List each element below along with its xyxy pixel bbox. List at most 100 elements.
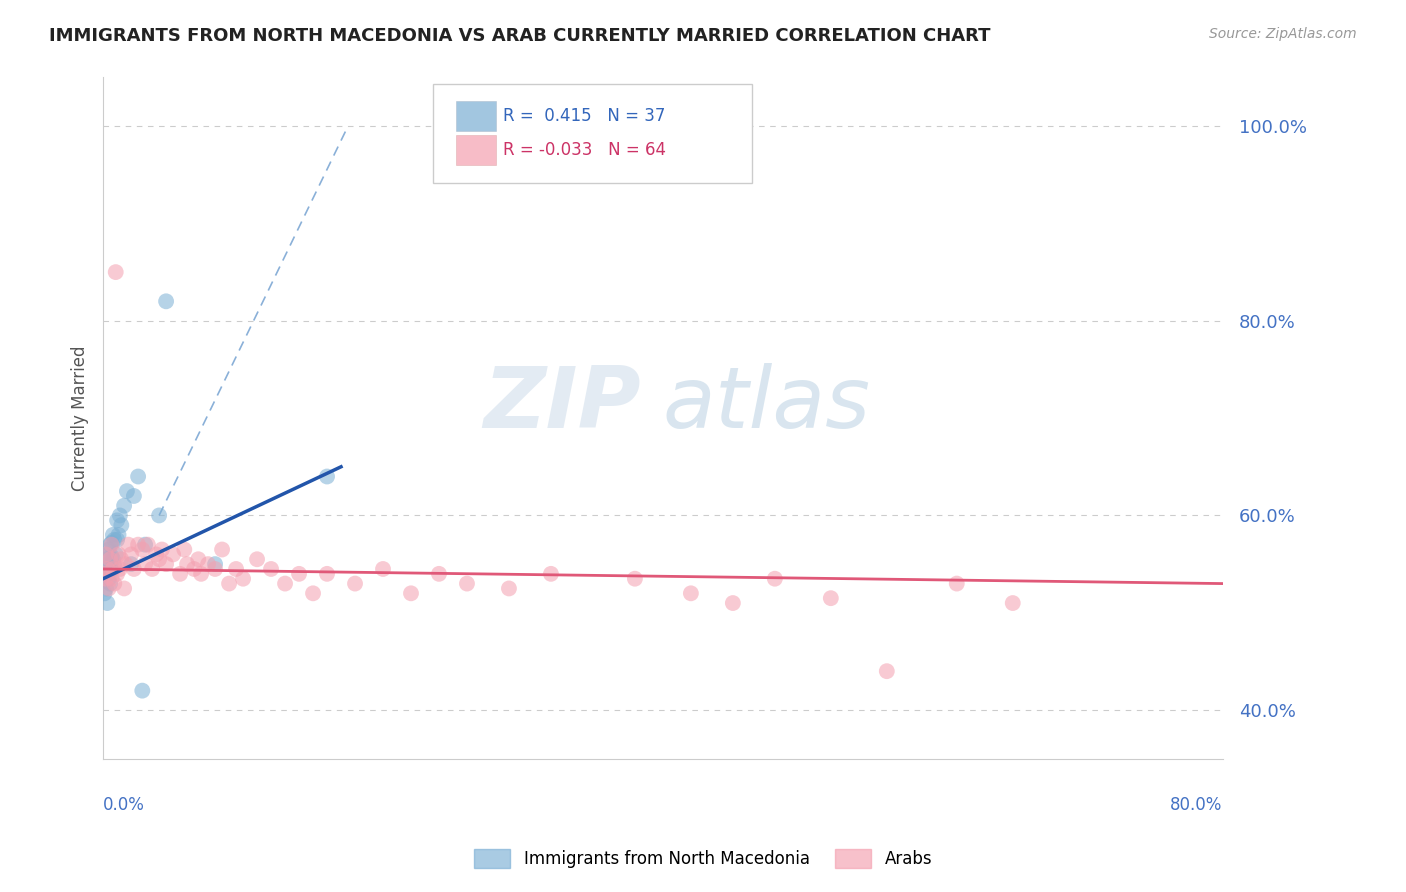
Text: IMMIGRANTS FROM NORTH MACEDONIA VS ARAB CURRENTLY MARRIED CORRELATION CHART: IMMIGRANTS FROM NORTH MACEDONIA VS ARAB …	[49, 27, 991, 45]
Point	[115, 484, 138, 499]
Point	[93, 562, 115, 576]
Point	[120, 557, 142, 571]
Point	[112, 582, 135, 596]
Point	[94, 572, 117, 586]
Point	[110, 552, 132, 566]
Point	[108, 508, 131, 523]
Point	[105, 566, 128, 581]
Point	[93, 586, 115, 600]
Point	[101, 528, 124, 542]
Point	[112, 499, 135, 513]
Point	[624, 572, 647, 586]
Point	[371, 562, 394, 576]
Point	[498, 582, 520, 596]
Point	[104, 265, 127, 279]
Point	[127, 538, 149, 552]
Point	[136, 538, 159, 552]
Point	[105, 513, 128, 527]
Point	[763, 572, 786, 586]
Point	[344, 576, 367, 591]
Legend: Immigrants from North Macedonia, Arabs: Immigrants from North Macedonia, Arabs	[467, 842, 939, 875]
Point	[100, 562, 122, 576]
Point	[169, 566, 191, 581]
Point	[97, 557, 120, 571]
Point	[100, 538, 122, 552]
Point	[155, 557, 177, 571]
Point	[127, 469, 149, 483]
Point	[97, 572, 120, 586]
Point	[94, 582, 117, 596]
Point	[225, 562, 247, 576]
Point	[232, 572, 254, 586]
Point	[456, 576, 478, 591]
Point	[107, 548, 129, 562]
Point	[107, 528, 129, 542]
Point	[190, 566, 212, 581]
Point	[134, 538, 156, 552]
Point	[183, 562, 205, 576]
Point	[101, 552, 124, 566]
Point	[100, 572, 122, 586]
Point	[148, 552, 170, 566]
Point	[150, 542, 173, 557]
Point	[582, 771, 605, 785]
Point	[197, 557, 219, 571]
Point	[94, 552, 117, 566]
Point	[288, 566, 311, 581]
Point	[820, 591, 842, 606]
Point	[145, 548, 167, 562]
Point	[173, 542, 195, 557]
Point	[134, 557, 156, 571]
Text: atlas: atlas	[662, 363, 870, 446]
Point	[204, 562, 226, 576]
Point	[316, 469, 339, 483]
Point	[260, 562, 283, 576]
Point	[96, 548, 118, 562]
Point	[101, 562, 124, 576]
Point	[427, 566, 450, 581]
Point	[148, 508, 170, 523]
Point	[540, 566, 562, 581]
Point	[131, 542, 153, 557]
Point	[721, 596, 744, 610]
FancyBboxPatch shape	[456, 136, 496, 165]
Point	[876, 664, 898, 678]
Point	[120, 548, 142, 562]
Point	[399, 586, 422, 600]
Point	[100, 549, 122, 564]
Point	[105, 533, 128, 547]
Point	[117, 538, 139, 552]
Point	[96, 566, 118, 581]
Point	[94, 548, 117, 562]
Point	[104, 548, 127, 562]
Point	[274, 576, 297, 591]
Point	[103, 559, 125, 574]
Point	[98, 559, 121, 574]
Point	[110, 518, 132, 533]
Point	[211, 542, 233, 557]
Text: R =  0.415   N = 37: R = 0.415 N = 37	[503, 107, 665, 125]
Point	[945, 576, 967, 591]
Text: Source: ZipAtlas.com: Source: ZipAtlas.com	[1209, 27, 1357, 41]
Point	[246, 552, 269, 566]
Text: 0.0%: 0.0%	[103, 797, 145, 814]
Point	[1001, 596, 1024, 610]
Point	[187, 552, 209, 566]
Point	[218, 576, 240, 591]
Text: R = -0.033   N = 64: R = -0.033 N = 64	[503, 141, 666, 160]
Point	[155, 294, 177, 309]
Point	[96, 562, 118, 576]
Point	[176, 557, 198, 571]
FancyBboxPatch shape	[433, 84, 752, 183]
Point	[302, 586, 325, 600]
Point	[100, 535, 122, 549]
Point	[679, 586, 702, 600]
Point	[131, 683, 153, 698]
Point	[97, 582, 120, 596]
Point	[204, 557, 226, 571]
Point	[98, 576, 121, 591]
Point	[97, 542, 120, 557]
Point	[122, 489, 145, 503]
Point	[108, 562, 131, 576]
Point	[103, 576, 125, 591]
